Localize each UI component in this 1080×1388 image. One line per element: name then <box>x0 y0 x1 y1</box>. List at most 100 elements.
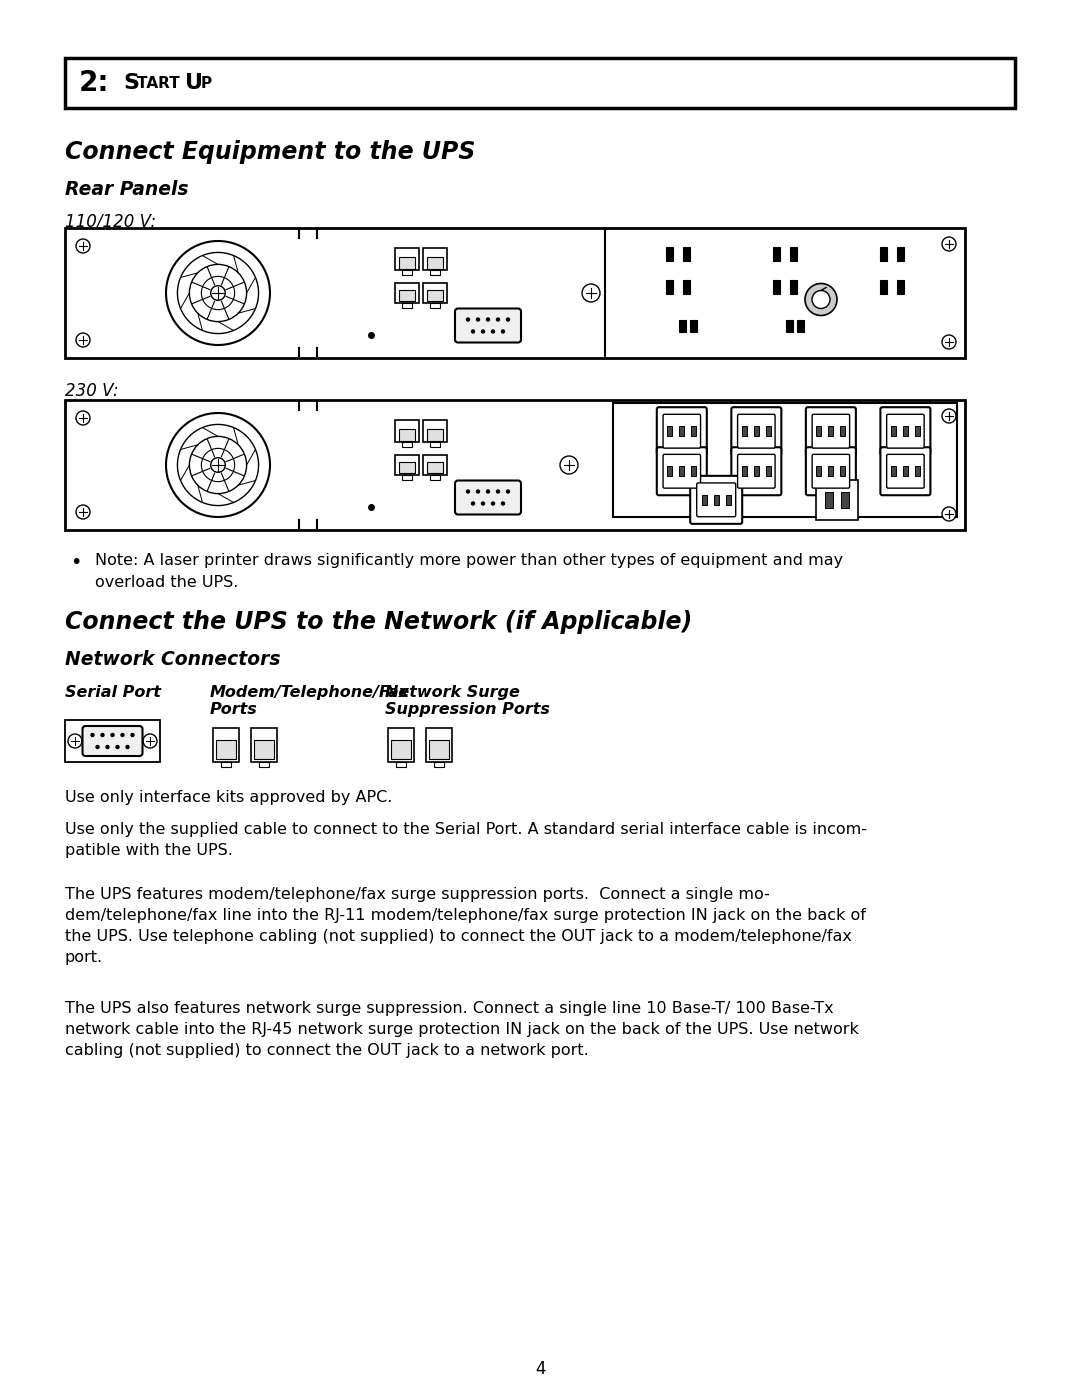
Circle shape <box>507 318 510 321</box>
Text: Ports: Ports <box>210 702 258 718</box>
Circle shape <box>497 318 499 321</box>
Bar <box>666 247 673 261</box>
Text: patible with the UPS.: patible with the UPS. <box>65 843 233 858</box>
Text: cabling (not supplied) to connect the OUT jack to a network port.: cabling (not supplied) to connect the OU… <box>65 1042 589 1058</box>
Circle shape <box>126 745 129 748</box>
Circle shape <box>486 490 489 493</box>
Circle shape <box>76 333 90 347</box>
Bar <box>430 271 440 275</box>
Bar <box>786 319 793 332</box>
Bar <box>259 762 269 768</box>
Circle shape <box>68 734 82 748</box>
FancyBboxPatch shape <box>738 414 775 448</box>
Circle shape <box>116 745 119 748</box>
Bar <box>679 319 686 332</box>
Bar <box>766 426 771 436</box>
Bar <box>825 491 833 508</box>
Bar <box>840 426 846 436</box>
Text: port.: port. <box>65 949 103 965</box>
Text: Network Connectors: Network Connectors <box>65 650 281 669</box>
Bar <box>427 462 444 473</box>
FancyBboxPatch shape <box>880 407 930 455</box>
Circle shape <box>143 734 157 748</box>
Bar <box>915 466 920 476</box>
Bar <box>666 279 673 293</box>
Circle shape <box>582 285 600 303</box>
Circle shape <box>121 733 124 737</box>
Bar <box>423 421 447 443</box>
Bar <box>816 426 822 436</box>
Bar <box>399 462 416 473</box>
Bar <box>65 58 1015 108</box>
Text: Rear Panels: Rear Panels <box>65 180 189 198</box>
Bar <box>65 400 966 530</box>
Circle shape <box>497 490 499 493</box>
Text: the UPS. Use telephone cabling (not supplied) to connect the OUT jack to a modem: the UPS. Use telephone cabling (not supp… <box>65 929 852 944</box>
Bar <box>399 290 416 301</box>
Text: Note: A laser printer draws significantly more power than other types of equipme: Note: A laser printer draws significantl… <box>95 552 843 568</box>
Circle shape <box>472 502 474 505</box>
Bar <box>395 283 419 303</box>
FancyBboxPatch shape <box>738 454 775 489</box>
Bar <box>251 727 276 762</box>
Circle shape <box>482 502 485 505</box>
Bar <box>828 426 834 436</box>
Bar <box>213 727 239 762</box>
FancyBboxPatch shape <box>731 407 781 455</box>
FancyBboxPatch shape <box>82 726 143 756</box>
Bar <box>915 426 920 436</box>
Bar <box>903 426 908 436</box>
Text: •: • <box>70 552 81 572</box>
Bar <box>434 762 444 768</box>
Bar <box>903 466 908 476</box>
Bar <box>65 720 160 762</box>
Bar <box>828 466 834 476</box>
Circle shape <box>106 745 109 748</box>
Circle shape <box>102 733 104 737</box>
Bar <box>254 740 274 759</box>
Text: overload the UPS.: overload the UPS. <box>95 575 239 590</box>
Bar <box>891 426 896 436</box>
Bar <box>891 466 896 476</box>
Circle shape <box>491 330 495 333</box>
Text: U: U <box>185 74 203 93</box>
Bar <box>773 279 780 293</box>
Bar <box>754 466 759 476</box>
Bar <box>430 303 440 308</box>
Circle shape <box>561 457 578 473</box>
Circle shape <box>467 318 470 321</box>
Bar <box>684 247 690 261</box>
Circle shape <box>942 335 956 348</box>
Bar <box>395 455 419 475</box>
FancyBboxPatch shape <box>806 407 855 455</box>
Text: TART: TART <box>137 75 185 90</box>
Bar <box>399 429 416 440</box>
Text: S: S <box>123 74 139 93</box>
Bar <box>702 496 706 505</box>
Bar <box>402 271 411 275</box>
Bar <box>429 740 449 759</box>
Circle shape <box>507 490 510 493</box>
Text: The UPS features modem/telephone/fax surge suppression ports.  Connect a single : The UPS features modem/telephone/fax sur… <box>65 887 770 902</box>
Text: Use only the supplied cable to connect to the Serial Port. A standard serial int: Use only the supplied cable to connect t… <box>65 822 867 837</box>
Circle shape <box>76 411 90 425</box>
Bar <box>426 727 453 762</box>
Bar <box>427 429 444 440</box>
Text: Network Surge: Network Surge <box>384 686 519 700</box>
Bar <box>679 466 685 476</box>
Bar <box>391 740 411 759</box>
Circle shape <box>805 283 837 315</box>
Bar <box>880 279 887 293</box>
Bar <box>395 248 419 271</box>
Bar <box>402 303 411 308</box>
Bar <box>840 491 849 508</box>
Bar <box>402 443 411 447</box>
FancyBboxPatch shape <box>697 483 735 516</box>
Bar <box>216 740 237 759</box>
FancyBboxPatch shape <box>455 480 521 515</box>
Text: Modem/Telephone/Fax: Modem/Telephone/Fax <box>210 686 410 700</box>
Bar <box>396 762 406 768</box>
Circle shape <box>96 745 99 748</box>
Circle shape <box>486 318 489 321</box>
Circle shape <box>476 490 480 493</box>
